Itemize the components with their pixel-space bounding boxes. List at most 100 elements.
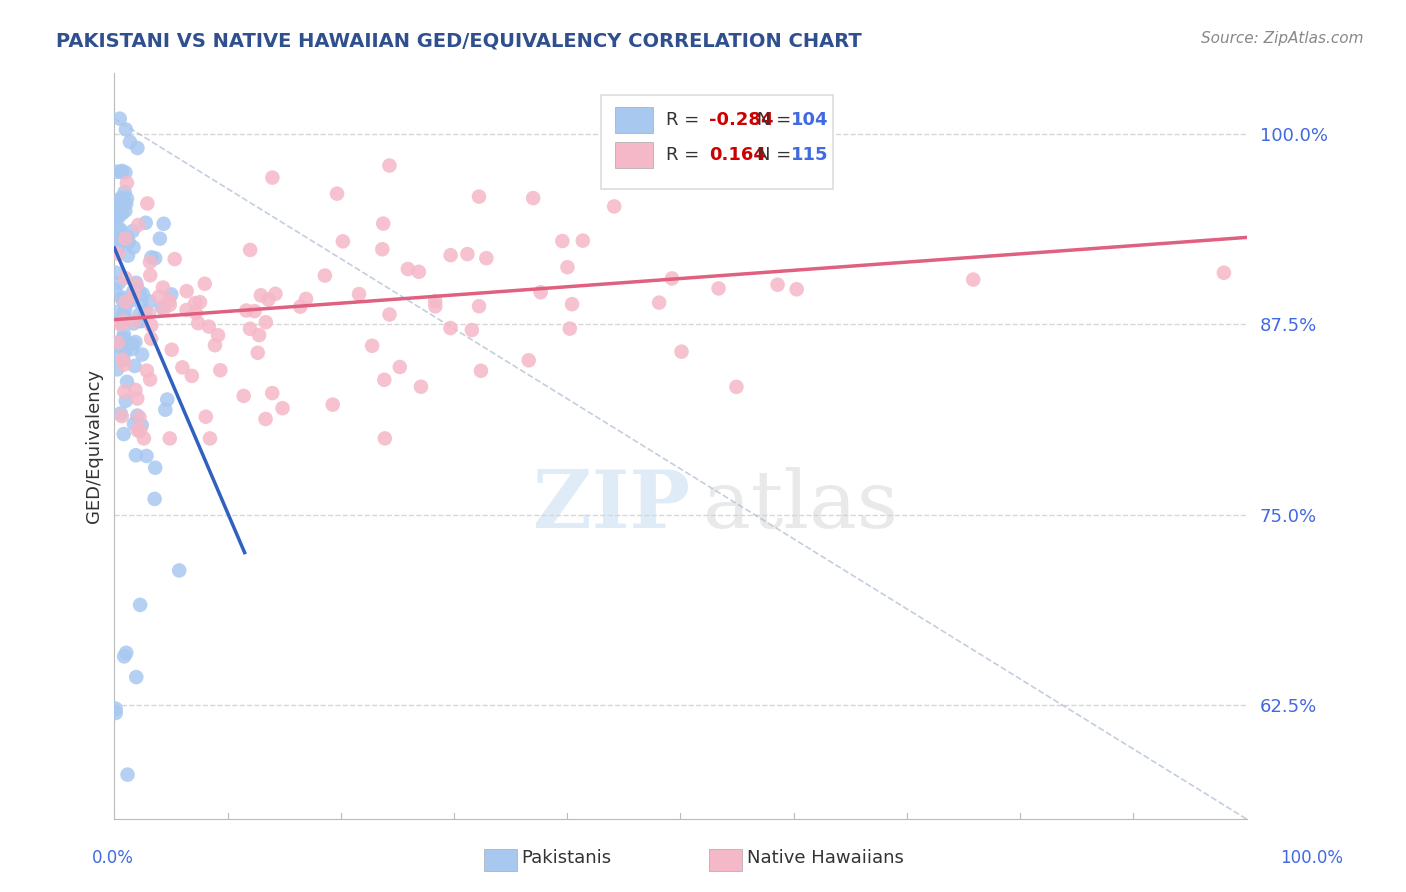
Point	[243, 304, 266, 318]
Point	[111, 164, 134, 178]
Point	[105, 200, 128, 214]
Point	[262, 386, 284, 401]
Point	[271, 401, 294, 416]
Point	[129, 424, 152, 438]
Point	[247, 328, 270, 343]
Point	[118, 294, 141, 309]
Point	[180, 368, 202, 383]
Point	[250, 288, 273, 302]
Point	[456, 247, 478, 261]
Point	[461, 323, 484, 337]
Point	[108, 224, 131, 238]
Point	[114, 271, 136, 285]
Point	[159, 431, 181, 445]
Point	[187, 316, 209, 330]
Point	[107, 305, 129, 319]
Point	[107, 338, 129, 352]
Point	[766, 277, 789, 292]
Point	[107, 242, 129, 256]
Point	[104, 701, 127, 715]
Point	[114, 338, 136, 352]
Text: 115: 115	[792, 146, 830, 164]
Point	[122, 285, 145, 299]
Point	[156, 392, 179, 407]
Point	[152, 280, 174, 294]
Point	[111, 352, 134, 367]
Point	[138, 306, 160, 320]
Point	[110, 165, 132, 179]
Point	[143, 460, 166, 475]
Point	[807, 165, 830, 179]
Point	[136, 196, 159, 211]
Point	[209, 363, 232, 377]
Y-axis label: GED/Equivalency: GED/Equivalency	[86, 369, 103, 523]
Point	[149, 232, 172, 246]
Point	[108, 276, 131, 290]
Point	[131, 297, 153, 311]
Text: Pakistanis: Pakistanis	[522, 849, 612, 867]
Point	[111, 235, 134, 250]
Text: Source: ZipAtlas.com: Source: ZipAtlas.com	[1201, 31, 1364, 46]
Point	[107, 211, 129, 225]
Point	[204, 338, 226, 352]
Point	[373, 217, 395, 231]
Point	[157, 293, 180, 308]
Point	[112, 233, 135, 247]
Point	[121, 224, 143, 238]
Point	[121, 336, 143, 351]
Point	[135, 449, 157, 463]
Point	[114, 203, 136, 218]
Point	[127, 218, 149, 232]
Point	[603, 199, 626, 213]
Point	[551, 234, 574, 248]
Point	[725, 380, 748, 394]
Point	[439, 248, 461, 262]
Point	[176, 303, 198, 318]
Point	[194, 277, 217, 291]
Point	[470, 364, 492, 378]
Point	[127, 283, 149, 297]
Point	[409, 380, 432, 394]
Point	[115, 375, 138, 389]
Point	[115, 294, 138, 309]
Point	[112, 358, 135, 372]
Point	[105, 207, 128, 221]
Point	[107, 335, 129, 350]
Point	[114, 334, 136, 348]
Point	[132, 431, 155, 445]
Point	[115, 196, 138, 211]
Point	[114, 313, 136, 327]
Point	[105, 165, 128, 179]
Point	[115, 176, 138, 190]
Point	[135, 216, 157, 230]
Point	[671, 344, 693, 359]
Text: 0.0%: 0.0%	[91, 849, 134, 867]
Point	[1212, 266, 1234, 280]
Point	[121, 342, 143, 356]
Point	[111, 409, 134, 424]
Point	[117, 767, 139, 781]
Point	[127, 424, 149, 438]
Point	[148, 290, 170, 304]
Point	[110, 334, 132, 348]
Point	[104, 266, 127, 280]
Text: 100.0%: 100.0%	[1279, 849, 1343, 867]
Point	[108, 112, 131, 126]
Point	[131, 314, 153, 328]
Point	[124, 359, 146, 373]
Point	[125, 448, 148, 462]
Point	[114, 185, 136, 199]
Point	[557, 260, 579, 275]
Point	[962, 272, 984, 286]
Text: 0.164: 0.164	[709, 146, 766, 164]
Point	[163, 252, 186, 266]
Point	[150, 301, 173, 315]
Point	[207, 328, 229, 343]
Point	[114, 165, 136, 179]
Point	[517, 353, 540, 368]
Point	[108, 194, 131, 208]
Point	[172, 360, 194, 375]
Point	[295, 292, 318, 306]
Point	[110, 407, 132, 421]
Point	[128, 308, 150, 322]
